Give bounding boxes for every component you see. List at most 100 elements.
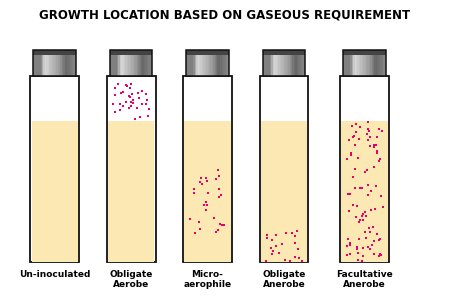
Point	[377, 236, 384, 241]
Point	[212, 229, 219, 234]
Bar	[135, 50, 137, 76]
Bar	[261, 120, 307, 262]
Point	[278, 241, 286, 246]
Point	[112, 93, 119, 98]
Point	[366, 246, 374, 251]
Point	[211, 216, 218, 221]
Point	[346, 240, 353, 245]
Bar	[194, 50, 195, 76]
Bar	[345, 50, 346, 76]
Bar	[206, 50, 207, 76]
Point	[366, 129, 373, 133]
Point	[272, 243, 279, 248]
Point	[358, 259, 365, 263]
Point	[369, 243, 376, 247]
Point	[129, 98, 136, 102]
Text: Facultative
Anerobe: Facultative Anerobe	[336, 270, 393, 289]
Point	[354, 258, 361, 263]
Point	[360, 246, 367, 250]
Bar	[270, 50, 271, 76]
Point	[220, 223, 227, 227]
Bar	[110, 50, 152, 76]
Bar	[210, 50, 212, 76]
Point	[373, 143, 380, 148]
Bar	[31, 76, 79, 262]
Bar	[110, 50, 152, 55]
Point	[269, 249, 276, 254]
Bar	[367, 50, 369, 76]
Point	[352, 215, 359, 220]
Bar	[34, 50, 76, 76]
Bar	[75, 50, 76, 76]
Bar	[34, 50, 35, 76]
Point	[137, 115, 144, 120]
Bar	[127, 50, 128, 76]
Point	[348, 124, 356, 129]
Point	[353, 122, 360, 127]
Bar	[209, 50, 210, 76]
Bar	[192, 50, 194, 76]
Bar	[189, 50, 190, 76]
Bar	[282, 50, 284, 76]
Point	[362, 213, 370, 218]
Bar	[353, 50, 355, 76]
Point	[136, 96, 143, 101]
Point	[202, 207, 210, 212]
Bar	[140, 50, 141, 76]
Bar	[302, 50, 304, 76]
Bar	[151, 50, 152, 76]
Point	[139, 101, 146, 106]
Bar	[366, 50, 367, 76]
Bar	[297, 50, 298, 76]
Bar	[111, 50, 113, 76]
Point	[359, 253, 366, 258]
Point	[215, 173, 222, 178]
Bar	[117, 50, 119, 76]
Bar	[343, 50, 386, 55]
Bar	[372, 50, 373, 76]
Bar	[304, 50, 305, 76]
Point	[345, 209, 352, 214]
Bar	[356, 50, 357, 76]
Point	[344, 244, 351, 249]
Point	[345, 237, 352, 242]
Bar	[224, 50, 226, 76]
Point	[110, 101, 117, 106]
Bar	[219, 50, 220, 76]
Bar	[148, 50, 150, 76]
Point	[376, 159, 383, 164]
Point	[349, 135, 357, 140]
Bar	[299, 50, 301, 76]
Point	[348, 153, 355, 157]
Bar	[48, 50, 49, 76]
Bar	[220, 50, 222, 76]
Point	[218, 192, 225, 197]
Bar	[119, 50, 120, 76]
Bar	[121, 50, 123, 76]
Bar	[260, 76, 308, 262]
Bar	[132, 50, 134, 76]
Point	[294, 246, 301, 251]
Bar	[343, 50, 386, 76]
Point	[356, 237, 363, 242]
Point	[282, 231, 289, 236]
Bar	[227, 50, 229, 76]
Point	[215, 195, 222, 200]
Bar	[359, 50, 361, 76]
Point	[359, 211, 366, 216]
Point	[272, 233, 279, 238]
Point	[187, 216, 194, 221]
Bar	[115, 50, 117, 76]
Bar	[202, 50, 203, 76]
Bar	[278, 50, 280, 76]
Point	[264, 233, 271, 237]
Bar	[298, 50, 299, 76]
Point	[292, 241, 299, 246]
Point	[111, 110, 119, 115]
Bar	[198, 50, 199, 76]
Point	[128, 92, 136, 97]
Point	[370, 238, 378, 243]
Point	[370, 225, 377, 230]
Text: Un-inoculated: Un-inoculated	[19, 270, 90, 279]
Point	[366, 135, 373, 140]
